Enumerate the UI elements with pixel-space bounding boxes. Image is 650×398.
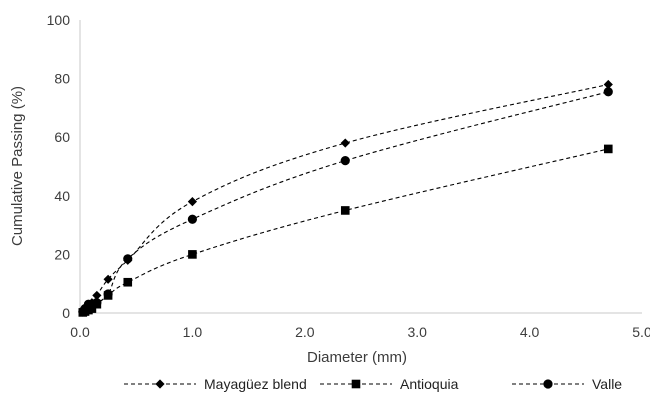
x-tick-label: 1.0	[183, 324, 203, 340]
y-axis-title: Cumulative Passing (%)	[9, 86, 26, 246]
series-line	[82, 83, 609, 313]
x-tick-label: 2.0	[295, 324, 315, 340]
y-tick-label: 20	[54, 246, 70, 262]
series-line	[82, 148, 609, 313]
data-point	[188, 250, 197, 259]
x-axis-title: Diameter (mm)	[307, 349, 407, 366]
legend-item: Mayagüez blend	[124, 376, 307, 392]
x-tick-label: 5.0	[632, 324, 650, 340]
series-1	[78, 144, 613, 317]
legend-marker	[351, 379, 361, 389]
data-point	[187, 214, 197, 224]
series-layer	[78, 79, 613, 317]
legend-label: Valle	[592, 376, 622, 392]
y-tick-label: 80	[54, 71, 70, 87]
data-point	[92, 290, 102, 301]
series-0	[78, 79, 613, 317]
y-tick-label: 40	[54, 188, 70, 204]
data-point	[123, 254, 133, 264]
series-line	[82, 91, 609, 312]
legend-item: Valle	[512, 376, 622, 392]
data-point	[340, 156, 350, 166]
x-tick-label: 4.0	[520, 324, 540, 340]
series-2	[78, 87, 613, 317]
legend-item: Antioquia	[320, 376, 459, 392]
data-point	[103, 289, 113, 299]
y-tick-labels: 0 20 40 60 80 100	[47, 12, 71, 321]
data-point	[603, 144, 613, 154]
data-point	[340, 206, 350, 215]
x-tick-labels: 0.0 1.0 2.0 3.0 4.0 5.0	[70, 324, 650, 340]
y-tick-label: 100	[47, 12, 71, 28]
data-point	[103, 274, 113, 284]
data-point	[187, 197, 197, 207]
data-point	[603, 87, 613, 97]
legend-marker	[155, 379, 165, 389]
x-tick-label: 0.0	[70, 324, 90, 340]
legend-marker	[543, 379, 553, 389]
legend-label: Antioquia	[400, 376, 459, 392]
plot-area	[79, 20, 642, 314]
data-point	[123, 277, 133, 287]
legend-label: Mayagüez blend	[204, 376, 307, 392]
y-tick-label: 0	[62, 305, 70, 321]
legend: Mayagüez blend Antioquia Valle	[124, 376, 622, 392]
x-tick-label: 3.0	[407, 324, 427, 340]
data-point	[603, 79, 613, 90]
data-point	[92, 298, 102, 308]
y-tick-label: 60	[54, 129, 70, 145]
data-point	[340, 138, 350, 148]
